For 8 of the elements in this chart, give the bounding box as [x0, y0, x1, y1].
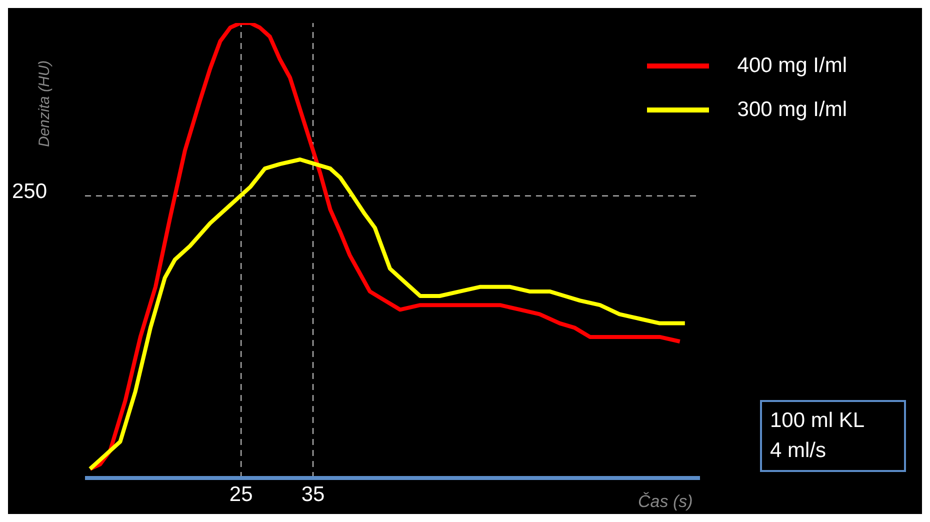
legend-label: 300 mg I/ml [737, 98, 847, 122]
legend-label: 400 mg I/ml [737, 54, 847, 78]
x-axis-title: Čas (s) [638, 492, 693, 512]
x-tick-label: 25 [229, 482, 253, 506]
text: 100 ml KL 4 ml/s [760, 400, 906, 472]
x-tick-label: 35 [301, 482, 325, 506]
y-axis-title: Denzita (HU) [36, 60, 53, 147]
text: 250 [12, 180, 48, 204]
